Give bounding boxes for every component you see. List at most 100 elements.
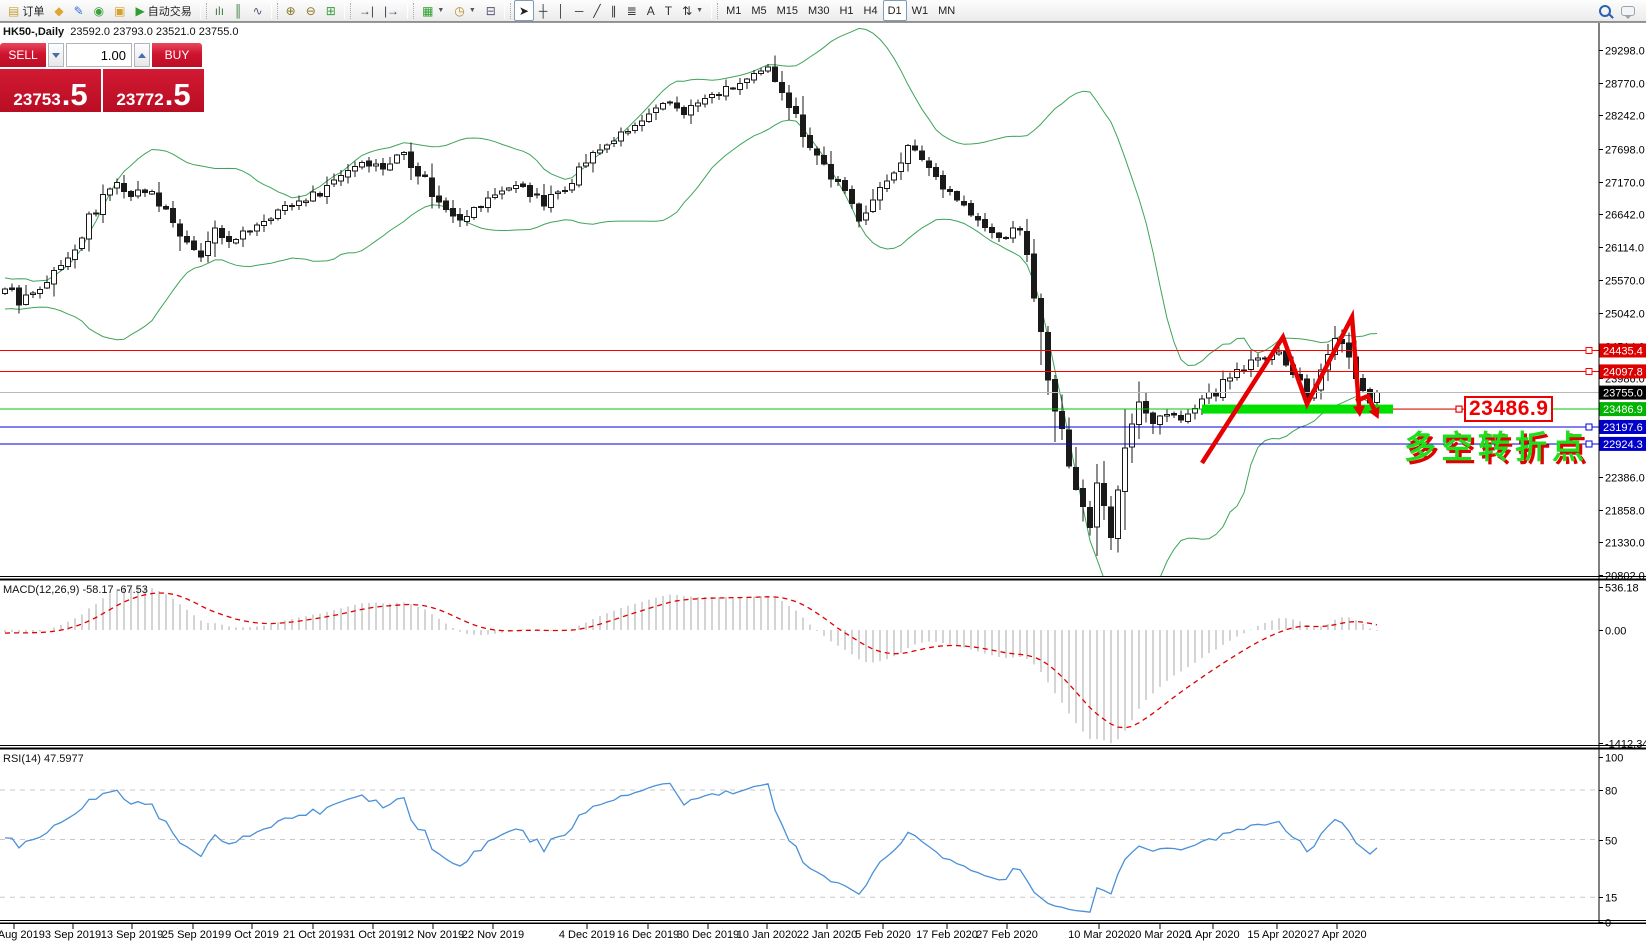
arrows-icon: ⇅: [682, 3, 693, 18]
search-icon[interactable]: [1599, 4, 1611, 17]
svg-text:24097.8: 24097.8: [1603, 366, 1643, 378]
timeframe-m1-button[interactable]: M1: [726, 4, 742, 17]
callout-handle[interactable]: [1455, 405, 1463, 413]
timeframe-m5-button[interactable]: M5: [751, 4, 767, 17]
rsi-pane: [0, 782, 1599, 913]
volume-decrease-button[interactable]: [48, 43, 64, 67]
period-button[interactable]: ◷ ▼: [449, 0, 480, 21]
timeframe-m15-button[interactable]: M15: [776, 4, 799, 17]
sell-price-pip: .5: [61, 77, 88, 113]
line-chart-button[interactable]: ∿: [248, 0, 268, 21]
zoom-out-button[interactable]: ⊖: [301, 0, 321, 21]
trendline-button[interactable]: ╱: [588, 0, 605, 21]
timeframe-m30-button[interactable]: M30: [808, 4, 830, 17]
support-zone-bar[interactable]: [1202, 404, 1393, 414]
svg-text:1 Apr 2020: 1 Apr 2020: [1186, 929, 1239, 941]
trade-panel: SELL 1.00 BUY 23753 .5 23772 .5: [0, 43, 204, 112]
svg-text:0: 0: [1605, 918, 1611, 930]
toolbar-separator: [270, 2, 278, 19]
buy-price-button[interactable]: 23772 .5: [103, 69, 204, 112]
volume-increase-button[interactable]: [134, 43, 150, 67]
community-button[interactable]: ✎: [69, 0, 89, 21]
hline-icon: ─: [574, 3, 584, 18]
indicators-icon: ⊟: [485, 3, 496, 18]
fibonacci-button[interactable]: ≣: [622, 0, 642, 21]
chat-icon[interactable]: [1621, 5, 1635, 19]
chart-shift-button[interactable]: |→: [379, 0, 404, 21]
hline-button[interactable]: ─: [570, 0, 589, 21]
svg-text:27 Apr 2020: 27 Apr 2020: [1307, 929, 1366, 941]
zigzag-annotation[interactable]: [1200, 308, 1380, 465]
svg-text:26642.0: 26642.0: [1605, 210, 1645, 222]
timeframe-w1-button[interactable]: W1: [911, 4, 929, 17]
svg-text:25042.0: 25042.0: [1605, 309, 1645, 321]
svg-text:31 Oct 2019: 31 Oct 2019: [343, 929, 403, 941]
zoom-in-button[interactable]: ⊕: [281, 0, 301, 21]
svg-text:22386.0: 22386.0: [1605, 473, 1645, 485]
cursor-button[interactable]: ➤: [513, 0, 534, 21]
svg-text:28770.0: 28770.0: [1605, 79, 1645, 91]
buy-button[interactable]: BUY: [152, 43, 202, 67]
volume-input[interactable]: 1.00: [66, 43, 132, 67]
svg-text:13 Sep 2019: 13 Sep 2019: [101, 929, 163, 941]
auto-scroll-icon: →|: [358, 3, 374, 18]
auto-scroll-button[interactable]: →|: [354, 0, 379, 21]
text-icon: A: [646, 3, 655, 18]
market-button[interactable]: ▣: [109, 0, 130, 21]
cursor-icon: ➤: [518, 3, 529, 18]
buy-price-main: 23772: [116, 90, 164, 109]
crosshair-icon: ┼: [538, 3, 548, 18]
svg-text:4 Dec 2019: 4 Dec 2019: [559, 929, 615, 941]
caret-down-icon: ▼: [437, 7, 445, 14]
auto-trading-button[interactable]: ▶ 自动交易: [130, 0, 196, 21]
svg-text:26114.0: 26114.0: [1605, 243, 1644, 255]
gold-button[interactable]: ◆: [49, 0, 68, 21]
arrows-button[interactable]: ⇅ ▼: [677, 0, 708, 21]
sell-button[interactable]: SELL: [0, 43, 46, 67]
chart-shift-icon: |→: [383, 3, 400, 18]
svg-text:22924.3: 22924.3: [1603, 439, 1643, 451]
crosshair-button[interactable]: ┼: [534, 0, 553, 21]
svg-text:28242.0: 28242.0: [1605, 111, 1645, 123]
gold-icon: ◆: [54, 3, 64, 18]
candlestick-chart-button[interactable]: ║: [229, 0, 248, 21]
orders-button-label: 订单: [22, 5, 45, 18]
bar-chart-button[interactable]: ılı: [210, 0, 229, 21]
svg-text:536.18: 536.18: [1605, 583, 1639, 595]
svg-text:25 Sep 2019: 25 Sep 2019: [162, 929, 224, 941]
tile-windows-icon: ⊞: [325, 3, 336, 18]
timeframe-h4-button[interactable]: H4: [863, 4, 878, 17]
svg-text:-1412.34: -1412.34: [1605, 739, 1646, 751]
rsi-indicator-label: RSI(14) 47.5977: [3, 753, 84, 765]
svg-text:15 Apr 2020: 15 Apr 2020: [1247, 929, 1306, 941]
market-icon: ▣: [114, 3, 126, 18]
signal-button[interactable]: ◉: [89, 0, 109, 21]
vline-button[interactable]: │: [552, 0, 570, 21]
label-button[interactable]: T: [660, 0, 677, 21]
line-chart-icon: ∿: [252, 3, 263, 18]
svg-text:22 Jan 2020: 22 Jan 2020: [797, 929, 858, 941]
buy-price-pip: .5: [164, 77, 191, 113]
new-chart-button[interactable]: ▦ ▼: [417, 0, 449, 21]
channel-button[interactable]: ∥: [606, 0, 622, 21]
timeframe-h1-button[interactable]: H1: [839, 4, 854, 17]
tile-windows-button[interactable]: ⊞: [321, 0, 341, 21]
indicators-button[interactable]: ⊟: [481, 0, 501, 21]
candlestick-icon: ║: [234, 3, 243, 18]
timeframe-d1-button[interactable]: D1: [882, 0, 907, 21]
zoom-out-icon: ⊖: [305, 3, 316, 18]
bollinger-bands: [4, 27, 1378, 576]
orders-button[interactable]: ▤ 订单: [3, 0, 49, 21]
support-price-callout[interactable]: 23486.9: [1464, 396, 1554, 422]
text-button[interactable]: A: [642, 0, 660, 21]
sell-price-button[interactable]: 23753 .5: [0, 69, 101, 112]
horizontal-lines[interactable]: [0, 346, 1599, 448]
toolbar-separator: [343, 2, 351, 19]
timeframe-mn-button[interactable]: MN: [938, 4, 956, 17]
price-tags: 24435.4 24097.8 23755.0 23486.9 23197.6 22924…: [1599, 343, 1646, 451]
rsi-line: [4, 782, 1378, 913]
svg-text:29298.0: 29298.0: [1605, 46, 1645, 58]
svg-text:20 Mar 2020: 20 Mar 2020: [1129, 929, 1191, 941]
